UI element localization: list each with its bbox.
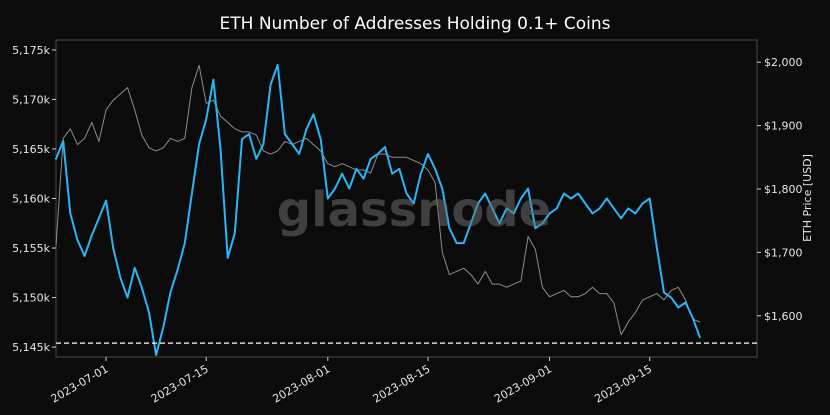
chart-title: ETH Number of Addresses Holding 0.1+ Coi…: [220, 14, 611, 34]
watermark: glassnode: [277, 182, 551, 238]
right-axis-tick-label: $1,900: [764, 120, 803, 133]
right-axis-tick-label: $2,000: [764, 56, 803, 69]
left-axis-tick-label: 5,150k: [12, 292, 50, 305]
left-axis-tick-label: 5,160k: [12, 193, 50, 206]
x-axis-tick-label: 2023-09-15: [592, 362, 654, 405]
x-axis-tick-label: 2023-08-15: [371, 362, 433, 405]
left-axis-tick-label: 5,175k: [12, 44, 50, 57]
x-axis-tick-label: 2023-07-01: [49, 362, 111, 405]
right-axis-tick-label: $1,800: [764, 183, 803, 196]
left-axis-tick-label: 5,155k: [12, 242, 50, 255]
x-axis-tick-label: 2023-07-15: [149, 362, 211, 405]
x-axis-tick-label: 2023-09-01: [492, 362, 554, 405]
right-axis-tick-label: $1,700: [764, 246, 803, 259]
left-axis-tick-label: 5,170k: [12, 93, 50, 106]
left-axis-tick-label: 5,165k: [12, 143, 50, 156]
left-axis-tick-label: 5,145k: [12, 341, 50, 354]
addresses-series-line: [55, 63, 701, 356]
right-axis-tick-label: $1,600: [764, 310, 803, 323]
x-axis-tick-label: 2023-08-01: [270, 362, 332, 405]
right-axis-label: ETH Price [USD]: [801, 154, 814, 242]
